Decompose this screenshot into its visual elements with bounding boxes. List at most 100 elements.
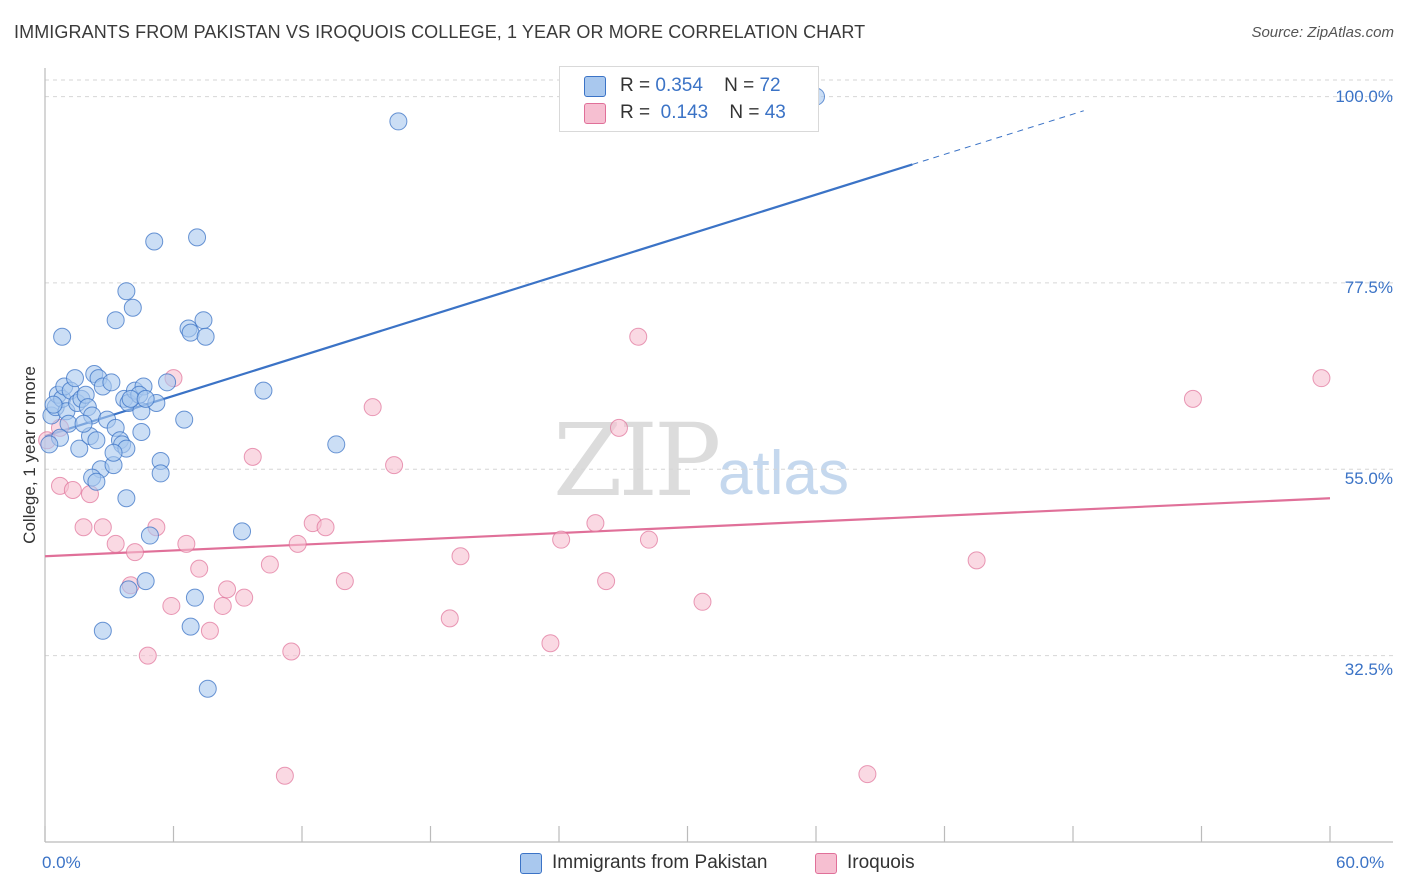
pakistan-point xyxy=(119,580,138,599)
n-label: N = xyxy=(729,102,760,123)
r-label: R = xyxy=(620,102,651,123)
iroquois-point xyxy=(63,480,82,499)
iroquois-point xyxy=(1312,369,1331,388)
trend-lines xyxy=(44,110,1331,558)
chart-title: IMMIGRANTS FROM PAKISTAN VS IROQUOIS COL… xyxy=(14,22,866,42)
iroquois-point xyxy=(440,609,459,628)
iroquois-point xyxy=(629,327,648,346)
pakistan-point xyxy=(233,522,252,541)
pakistan-point xyxy=(327,435,346,454)
iroquois-point xyxy=(639,530,658,549)
pakistan-legend-icon xyxy=(520,853,542,874)
pakistan-point xyxy=(188,228,207,247)
n-value: 43 xyxy=(764,102,786,123)
pakistan-point xyxy=(194,311,213,330)
iroquois-point xyxy=(106,534,125,553)
iroquois-point xyxy=(316,518,335,537)
iroquois-point xyxy=(541,634,560,653)
x-tick-label-left: 0.0% xyxy=(42,853,81,872)
r-label: R = xyxy=(620,75,651,96)
pakistan-point xyxy=(117,282,136,301)
iroquois-point xyxy=(385,456,404,475)
iroquois-point xyxy=(243,447,262,466)
pakistan-swatch-icon xyxy=(584,76,606,97)
pakistan-point xyxy=(198,679,217,698)
legend-label: Immigrants from Pakistan xyxy=(552,852,768,873)
iroquois-point xyxy=(74,518,93,537)
iroquois-point xyxy=(200,621,219,640)
r-value: 0.143 xyxy=(660,102,709,123)
iroquois-point xyxy=(363,398,382,417)
pakistan-point xyxy=(70,439,89,458)
iroquois-point xyxy=(451,547,470,566)
iroquois-point xyxy=(162,596,181,615)
pakistan-point xyxy=(87,472,106,491)
iroquois-point xyxy=(609,418,628,437)
pakistan-point xyxy=(158,373,177,392)
y-tick-label: 55.0% xyxy=(1344,469,1393,488)
pakistan-trend-line xyxy=(44,163,913,438)
iroquois-point xyxy=(967,551,986,570)
pakistan-point xyxy=(132,423,151,442)
iroquois-point xyxy=(177,534,196,553)
iroquois-point xyxy=(288,534,307,553)
r-value: 0.354 xyxy=(655,75,703,96)
iroquois-point xyxy=(235,588,254,607)
pakistan-point xyxy=(87,431,106,450)
iroquois-point xyxy=(597,572,616,591)
gridlines xyxy=(45,79,1393,657)
pakistan-point xyxy=(65,369,84,388)
iroquois-point xyxy=(190,559,209,578)
iroquois-point xyxy=(275,766,294,785)
y-tick-label: 100.0% xyxy=(1335,87,1393,106)
y-axis-label: College, 1 year or more xyxy=(20,366,39,544)
x-tick-label-right: 60.0% xyxy=(1336,853,1385,872)
pakistan-point xyxy=(196,327,215,346)
pakistan-point xyxy=(145,232,164,251)
iroquois-point xyxy=(552,530,571,549)
axes xyxy=(44,68,1393,843)
iroquois-swatch-icon xyxy=(584,103,606,124)
iroquois-points xyxy=(38,327,1331,785)
n-label: N = xyxy=(724,75,755,96)
pakistan-trend-extension xyxy=(912,110,1084,165)
pakistan-point xyxy=(389,112,408,131)
iroquois-legend-icon xyxy=(815,853,837,874)
pakistan-points xyxy=(40,87,825,698)
y-tick-label: 77.5% xyxy=(1344,278,1393,297)
pakistan-point xyxy=(181,323,200,342)
pakistan-point xyxy=(121,389,140,408)
iroquois-point xyxy=(282,642,301,661)
pakistan-point xyxy=(93,621,112,640)
pakistan-point xyxy=(104,443,123,462)
iroquois-point xyxy=(1183,389,1202,408)
pakistan-point xyxy=(123,298,142,317)
iroquois-point xyxy=(93,518,112,537)
pakistan-point xyxy=(40,435,59,454)
pakistan-point xyxy=(44,395,63,414)
pakistan-point xyxy=(185,588,204,607)
watermark-zip: ZIP xyxy=(553,402,721,519)
pakistan-point xyxy=(151,464,170,483)
pakistan-point xyxy=(136,389,155,408)
correlation-legend: R = 0.354 N = 72 R = 0.143 N = 43 xyxy=(559,66,819,132)
source-label: Source: ZipAtlas.com xyxy=(1251,24,1394,41)
iroquois-point xyxy=(218,580,237,599)
iroquois-point xyxy=(138,646,157,665)
y-tick-label: 32.5% xyxy=(1344,660,1393,679)
iroquois-point xyxy=(586,514,605,533)
iroquois-point xyxy=(858,765,877,784)
pakistan-point xyxy=(136,572,155,591)
pakistan-point xyxy=(175,410,194,429)
pakistan-point xyxy=(254,381,273,400)
pakistan-point xyxy=(102,373,121,392)
iroquois-point xyxy=(335,572,354,591)
pakistan-point xyxy=(53,327,72,346)
pakistan-point xyxy=(181,617,200,636)
iroquois-point xyxy=(693,592,712,611)
iroquois-point xyxy=(260,555,279,574)
pakistan-point xyxy=(117,489,136,508)
pakistan-point xyxy=(140,526,159,545)
iroquois-trend-line xyxy=(44,497,1331,558)
